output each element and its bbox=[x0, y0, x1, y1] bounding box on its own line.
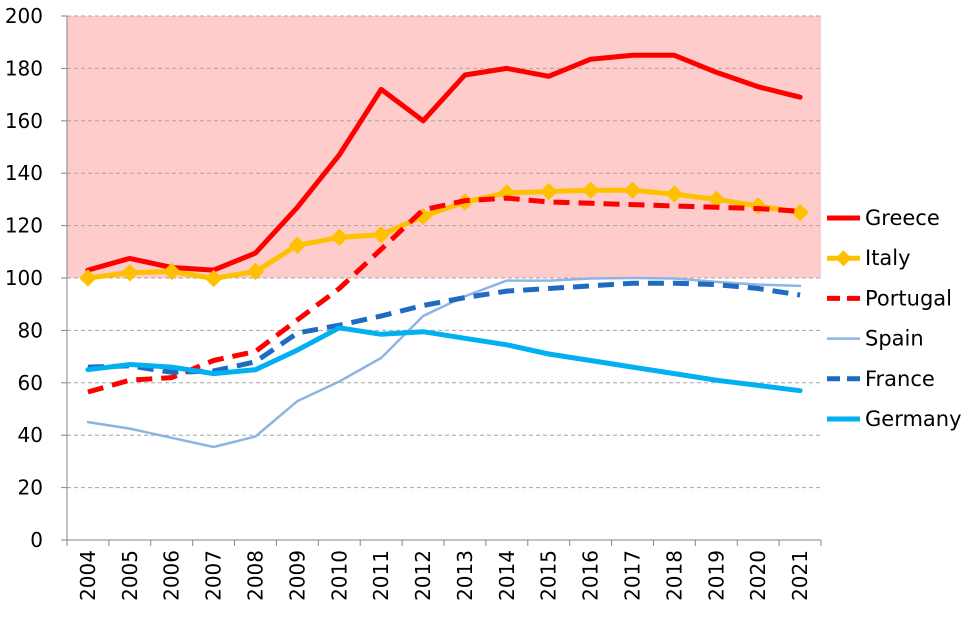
point-italy-2018 bbox=[665, 185, 684, 203]
y-tick-label-60: 60 bbox=[18, 371, 43, 395]
x-tick-label-2011: 2011 bbox=[369, 550, 393, 601]
x-tick-label-2013: 2013 bbox=[453, 550, 477, 601]
x-tick-label-2017: 2017 bbox=[621, 550, 645, 601]
y-tick-label-40: 40 bbox=[18, 423, 43, 447]
legend-marker-italy bbox=[835, 250, 852, 267]
x-tick-label-2015: 2015 bbox=[537, 550, 561, 601]
point-italy-2009 bbox=[288, 236, 307, 254]
x-tick-label-2018: 2018 bbox=[662, 550, 686, 601]
x-tick-label-2019: 2019 bbox=[704, 550, 728, 601]
legend-label-spain: Spain bbox=[865, 327, 924, 351]
x-tick-label-2014: 2014 bbox=[495, 550, 519, 601]
point-italy-2017 bbox=[623, 181, 642, 199]
x-tick-label-2010: 2010 bbox=[327, 550, 351, 601]
point-italy-2011 bbox=[372, 226, 390, 244]
x-tick-label-2006: 2006 bbox=[160, 550, 184, 601]
point-italy-2010 bbox=[330, 228, 348, 247]
legend-label-france: France bbox=[865, 367, 935, 391]
x-tick-label-2020: 2020 bbox=[746, 550, 770, 601]
series-lines bbox=[79, 52, 809, 449]
legend: Greece Italy Portugal Spain France Germany bbox=[827, 206, 962, 431]
above-100-highlight-band bbox=[67, 16, 821, 278]
y-tick-label-200: 200 bbox=[5, 4, 43, 28]
legend-label-italy: Italy bbox=[865, 246, 911, 270]
y-tick-label-140: 140 bbox=[5, 161, 43, 185]
y-tick-label-120: 120 bbox=[5, 214, 43, 238]
point-italy-2008 bbox=[246, 262, 265, 281]
y-tick-label-80: 80 bbox=[18, 318, 43, 342]
point-italy-2004 bbox=[79, 269, 97, 287]
series-line-germany bbox=[85, 325, 803, 394]
axes bbox=[61, 15, 822, 546]
y-tick-label-180: 180 bbox=[5, 56, 43, 80]
point-italy-2007 bbox=[204, 269, 223, 288]
legend-label-greece: Greece bbox=[865, 206, 940, 230]
x-tick-label-2007: 2007 bbox=[202, 550, 226, 601]
x-tick-label-2016: 2016 bbox=[579, 550, 603, 601]
y-tick-label-160: 160 bbox=[5, 109, 43, 133]
point-italy-2006 bbox=[163, 262, 181, 281]
y-tick-label-0: 0 bbox=[30, 528, 43, 552]
series-line-portugal bbox=[87, 195, 801, 395]
point-italy-2015 bbox=[540, 182, 558, 201]
series-line-spain bbox=[86, 276, 802, 449]
y-tick-label-20: 20 bbox=[18, 476, 43, 500]
x-tick-label-2021: 2021 bbox=[788, 550, 812, 601]
point-italy-2005 bbox=[121, 264, 139, 282]
point-italy-2021 bbox=[791, 203, 809, 222]
x-tick-label-2005: 2005 bbox=[118, 550, 142, 601]
series-line-greece bbox=[85, 52, 803, 273]
y-axis-tick-labels: 0 20 40 60 80 100 120 140 160 180 200 bbox=[5, 4, 43, 552]
legend-label-portugal: Portugal bbox=[865, 286, 952, 310]
point-italy-2016 bbox=[581, 181, 600, 199]
y-tick-label-100: 100 bbox=[5, 266, 43, 290]
x-tick-label-2012: 2012 bbox=[411, 550, 435, 601]
legend-label-germany: Germany bbox=[865, 407, 962, 431]
x-axis-tick-labels: 2004 2005 2006 2007 2008 2009 2010 2011 2012 2013… bbox=[76, 550, 812, 601]
x-tick-label-2004: 2004 bbox=[76, 550, 100, 601]
x-tick-label-2008: 2008 bbox=[244, 550, 268, 601]
x-tick-label-2009: 2009 bbox=[285, 550, 309, 601]
series-line-france bbox=[87, 280, 801, 375]
